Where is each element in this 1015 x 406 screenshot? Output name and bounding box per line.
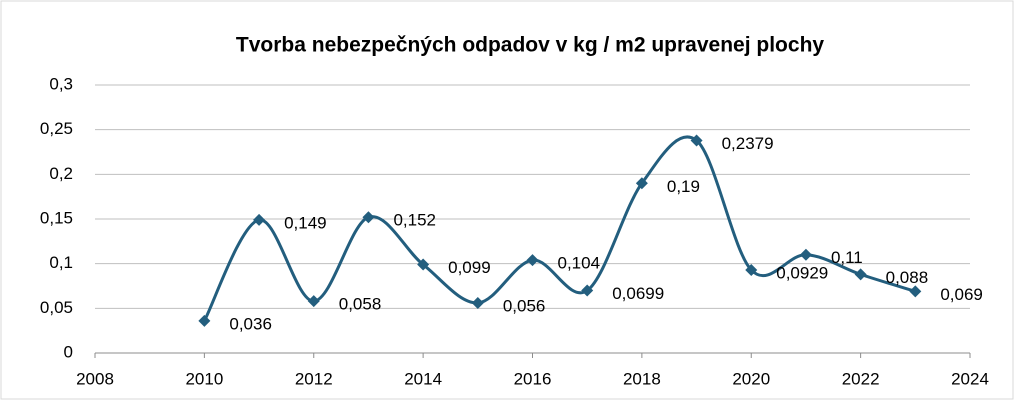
data-label: 0,056 xyxy=(503,296,546,315)
y-tick-label: 0,05 xyxy=(40,298,73,317)
data-label: 0,099 xyxy=(448,258,491,277)
marker xyxy=(362,211,375,224)
marker xyxy=(526,254,539,267)
data-label: 0,0929 xyxy=(776,263,828,282)
x-tick-label: 2012 xyxy=(295,369,333,388)
data-label: 0,0699 xyxy=(612,284,664,303)
marker xyxy=(198,314,211,327)
x-tick-label: 2022 xyxy=(842,369,880,388)
y-tick-label: 0,15 xyxy=(40,208,73,227)
y-tick-label: 0,1 xyxy=(49,253,73,272)
data-label: 0,19 xyxy=(667,177,700,196)
y-tick-label: 0 xyxy=(64,342,73,361)
marker xyxy=(471,296,484,309)
data-label: 0,036 xyxy=(229,314,272,333)
marker xyxy=(690,134,703,147)
marker xyxy=(909,285,922,298)
x-tick-label: 2008 xyxy=(76,369,114,388)
x-tick-label: 2018 xyxy=(623,369,661,388)
marker xyxy=(417,258,430,271)
data-label: 0,11 xyxy=(831,248,863,267)
marker xyxy=(745,264,758,277)
marker xyxy=(307,295,320,308)
marker xyxy=(253,213,266,226)
data-label: 0,058 xyxy=(339,295,382,314)
x-tick-label: 2014 xyxy=(404,369,442,388)
chart-title: Tvorba nebezpečných odpadov v kg / m2 up… xyxy=(236,34,824,57)
x-tick-label: 2024 xyxy=(951,369,989,388)
x-tick-label: 2010 xyxy=(185,369,223,388)
data-label: 0,152 xyxy=(393,211,436,230)
y-tick-label: 0,2 xyxy=(49,164,73,183)
marker xyxy=(635,177,648,190)
data-label: 0,2379 xyxy=(722,134,774,153)
marker xyxy=(799,248,812,261)
x-tick-label: 2016 xyxy=(514,369,552,388)
marker xyxy=(854,268,867,281)
data-label: 0,088 xyxy=(886,268,929,287)
marker xyxy=(581,284,594,297)
data-label: 0,149 xyxy=(284,213,327,232)
data-label: 0,069 xyxy=(940,285,983,304)
y-tick-label: 0,25 xyxy=(40,119,73,138)
data-label: 0,104 xyxy=(558,254,601,273)
x-tick-label: 2020 xyxy=(732,369,770,388)
y-tick-label: 0,3 xyxy=(49,74,73,93)
